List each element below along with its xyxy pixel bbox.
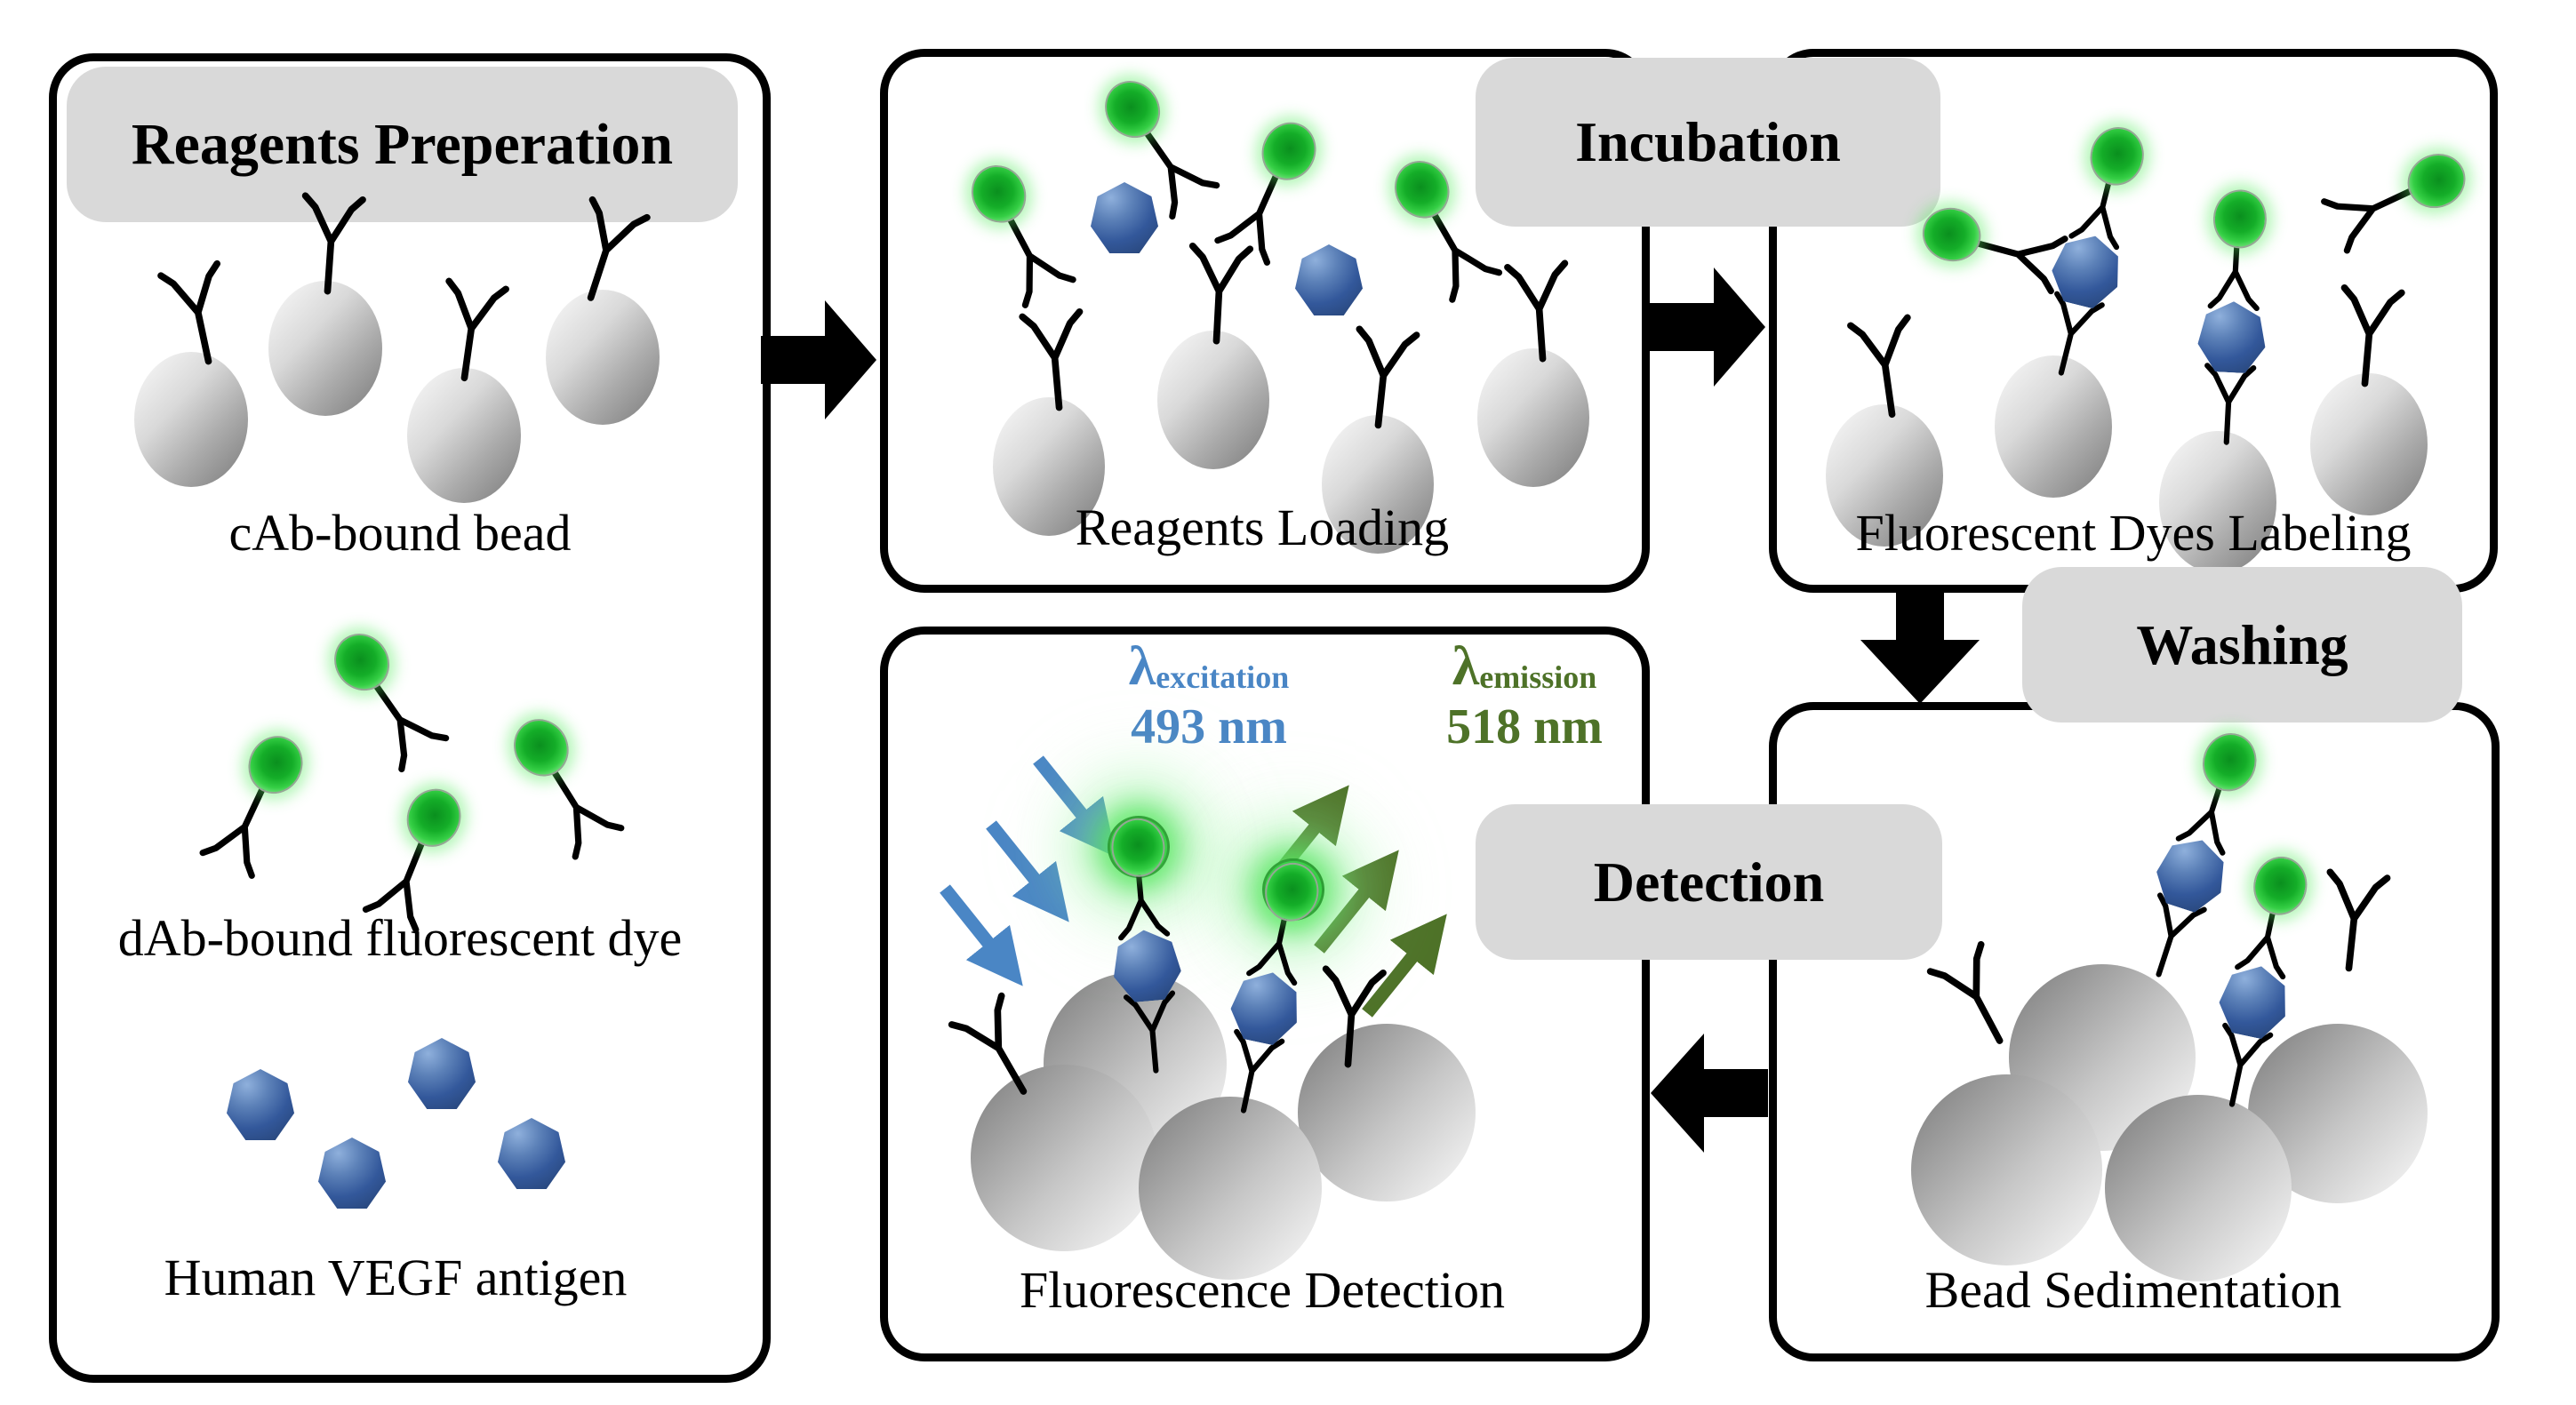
immunocomplex-icon xyxy=(1188,851,1352,1119)
capture-antibody-icon xyxy=(587,196,651,301)
capture-antibody-icon xyxy=(1019,307,1084,411)
capture-antibody-icon xyxy=(1926,940,2004,1044)
capture-antibody-icon xyxy=(2326,868,2391,972)
antibody-icon xyxy=(2321,185,2420,254)
bead-icon xyxy=(1826,404,1943,547)
flow-arrow-right-icon xyxy=(1650,267,1765,387)
washing-step-badge: Washing xyxy=(2022,567,2462,722)
vegf-antigen-icon xyxy=(408,1038,476,1109)
detection-antibody-dye-icon xyxy=(929,140,1118,347)
emission-lambda: λemission xyxy=(1452,636,1597,697)
immunocomplex-icon xyxy=(1076,813,1213,1074)
bead-icon xyxy=(1911,1074,2102,1265)
flow-arrow-left-icon xyxy=(1651,1034,1768,1153)
capture-antibody-icon xyxy=(1188,242,1254,345)
antibody-icon xyxy=(370,678,450,773)
excitation-label: λexcitation 493 nm xyxy=(1071,635,1347,755)
incubation-step-badge: Incubation xyxy=(1476,58,1940,227)
capture-antibody-icon xyxy=(2222,1022,2274,1107)
capture-antibody-icon xyxy=(445,277,509,382)
antibody-icon xyxy=(1969,235,2068,295)
bead-icon xyxy=(546,290,660,425)
bead-icon xyxy=(2105,1095,2292,1281)
capture-antibody-icon xyxy=(2156,892,2207,978)
antibody-icon xyxy=(1004,211,1076,308)
immunocomplex-icon xyxy=(2105,716,2292,988)
flow-arrow-right-icon xyxy=(761,300,876,419)
detection-antibody-dye-icon xyxy=(323,767,501,970)
detection-antibody-icon xyxy=(1246,901,1298,986)
detection-antibody-dye-icon xyxy=(158,711,342,916)
capture-antibody-icon xyxy=(157,259,221,365)
antibody-icon xyxy=(1214,167,1282,266)
caption-human-vegf-antigen: Human VEGF antigen xyxy=(164,1249,628,1306)
capture-antibody-icon xyxy=(2054,291,2105,376)
capture-antibody-icon xyxy=(1504,259,1569,363)
reagents-preparation-title-badge: Reagents Preperation xyxy=(67,67,738,222)
bead-icon xyxy=(1995,355,2112,498)
bead-icon xyxy=(1477,348,1589,487)
detection-antibody-icon xyxy=(2235,895,2286,980)
bead-icon xyxy=(1139,1097,1322,1280)
detection-antibody-dye-icon xyxy=(292,603,492,813)
caption-fluorescent-dyes-labeling: Fluorescent Dyes Labeling xyxy=(1855,504,2412,562)
bead-icon xyxy=(407,368,521,503)
caption-dab-bound-fluorescent-dye: dAb-bound fluorescent dye xyxy=(117,909,683,967)
bead-icon xyxy=(2310,373,2428,515)
capture-antibody-icon xyxy=(948,992,1028,1095)
detection-antibody-dye-icon xyxy=(1907,169,2102,332)
bead-icon xyxy=(971,1065,1157,1251)
caption-fluorescence-detection: Fluorescence Detection xyxy=(1020,1261,1505,1319)
detection-antibody-icon xyxy=(2068,165,2120,251)
panel-reagents-preparation xyxy=(49,53,771,1383)
detection-antibody-icon xyxy=(2175,770,2227,856)
caption-cab-bound-bead: cAb-bound bead xyxy=(228,504,572,562)
bead-icon xyxy=(1322,415,1434,554)
vegf-antigen-icon xyxy=(498,1118,565,1189)
detection-step-badge: Detection xyxy=(1476,804,1942,960)
bead-icon xyxy=(993,397,1105,536)
capture-antibody-icon xyxy=(1847,314,1911,419)
caption-reagents-loading: Reagents Loading xyxy=(1075,499,1450,556)
caption-bead-sedimentation: Bead Sedimentation xyxy=(1924,1261,2342,1319)
detection-antibody-dye-icon xyxy=(1063,51,1262,260)
bead-icon xyxy=(2159,431,2276,573)
antibody-icon xyxy=(1140,125,1220,220)
capture-antibody-icon xyxy=(1234,1028,1285,1114)
excitation-arrow-icon xyxy=(940,755,1116,986)
capture-antibody-icon xyxy=(1322,965,1387,1068)
antibody-icon xyxy=(362,834,428,933)
excitation-wavelength: 493 nm xyxy=(1131,699,1287,754)
bead-icon xyxy=(134,352,248,487)
bead-icon xyxy=(268,281,382,416)
detection-antibody-icon xyxy=(2207,228,2260,312)
emission-label: λemission 518 nm xyxy=(1387,635,1662,755)
antibody-icon xyxy=(1428,206,1503,303)
vegf-antigen-icon xyxy=(227,1069,294,1140)
bead-icon xyxy=(1298,1024,1476,1201)
emission-wavelength: 518 nm xyxy=(1446,699,1603,754)
capture-antibody-icon xyxy=(1123,990,1176,1074)
bead-icon xyxy=(1157,331,1269,469)
flow-arrow-down-icon xyxy=(1860,588,1980,704)
detection-antibody-dye-icon xyxy=(1173,99,1356,304)
immunocomplex-icon xyxy=(2176,845,2340,1113)
capture-antibody-icon xyxy=(2340,283,2405,387)
detection-antibody-icon xyxy=(1118,858,1171,941)
immunocomplex-icon xyxy=(2006,114,2179,383)
capture-antibody-icon xyxy=(1356,325,1420,429)
capture-antibody-icon xyxy=(301,192,366,295)
detection-antibody-dye-icon xyxy=(1352,134,1544,343)
detection-antibody-dye-icon xyxy=(471,691,666,899)
vegf-antigen-icon xyxy=(318,1138,386,1209)
excitation-lambda: λexcitation xyxy=(1128,636,1290,697)
antibody-icon xyxy=(548,764,625,860)
capture-antibody-icon xyxy=(2204,363,2257,445)
antibody-icon xyxy=(199,780,268,879)
immunocomplex-icon xyxy=(2169,187,2297,445)
detection-antibody-dye-icon xyxy=(2283,110,2488,294)
excitation-emission-arrows xyxy=(940,755,1447,1018)
